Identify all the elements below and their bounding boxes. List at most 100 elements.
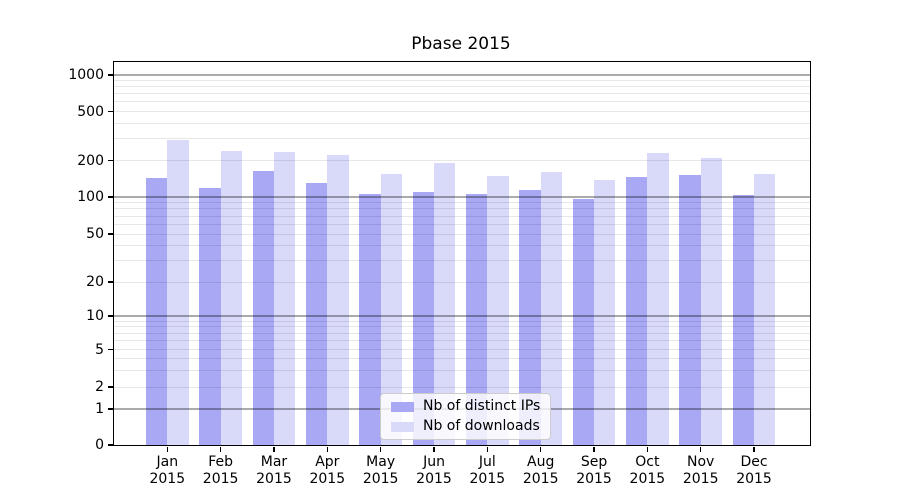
bar-downloads-oct xyxy=(647,152,669,445)
legend-item-downloads: Nb of downloads xyxy=(391,419,540,434)
bar-downloads-apr xyxy=(327,155,349,445)
y-gridline-minor xyxy=(114,80,810,82)
y-gridline-minor xyxy=(114,386,810,388)
bar-distinct-ips-oct xyxy=(626,176,648,445)
legend-swatch-distinct-ips xyxy=(391,401,414,412)
y-tick-label: 1000 xyxy=(68,67,104,83)
y-tick-mark xyxy=(107,233,113,235)
x-tick-label: May 2015 xyxy=(362,454,399,487)
bar-downloads-dec xyxy=(754,174,776,445)
bar-downloads-mar xyxy=(273,152,296,445)
y-gridline-major xyxy=(114,196,810,198)
bar-downloads-feb xyxy=(220,151,242,445)
legend-swatch-downloads xyxy=(391,421,414,432)
bar-distinct-ips-may xyxy=(359,193,381,445)
y-tick-mark xyxy=(107,281,113,283)
bar-distinct-ips-dec xyxy=(732,194,755,445)
y-tick-label: 0 xyxy=(95,437,104,453)
bars-layer xyxy=(114,62,810,445)
y-gridline-minor xyxy=(114,332,810,334)
y-gridline-minor xyxy=(114,215,810,217)
bar-distinct-ips-aug xyxy=(519,190,541,445)
y-tick-label: 500 xyxy=(77,103,104,120)
y-tick-mark xyxy=(107,196,113,198)
bar-distinct-ips-jul xyxy=(466,194,488,445)
y-gridline-minor xyxy=(114,281,810,283)
legend: Nb of distinct IPs Nb of downloads xyxy=(380,393,552,440)
x-tick-label: Apr 2015 xyxy=(309,454,346,487)
y-tick-label: 1 xyxy=(95,401,104,417)
y-tick-label: 10 xyxy=(86,308,104,324)
y-gridline-minor xyxy=(114,202,810,204)
y-tick-label: 100 xyxy=(77,189,104,205)
x-tick-mark xyxy=(326,446,329,452)
y-tick-mark xyxy=(107,110,113,113)
y-tick-label: 200 xyxy=(77,152,104,169)
y-gridline-minor xyxy=(114,138,810,140)
x-tick-mark xyxy=(219,446,222,452)
x-tick-mark xyxy=(166,446,169,452)
x-tick-label: Jan 2015 xyxy=(149,454,186,487)
bar-downloads-jan xyxy=(167,140,189,445)
legend-label-downloads: Nb of downloads xyxy=(423,418,540,434)
y-gridline-minor xyxy=(114,111,810,112)
x-tick-label: Oct 2015 xyxy=(629,454,666,487)
x-tick-mark xyxy=(379,446,382,452)
y-tick-mark xyxy=(107,348,113,351)
y-gridline-minor xyxy=(114,93,810,95)
x-tick-mark xyxy=(486,446,489,452)
x-tick-mark xyxy=(699,446,702,452)
x-tick-label: Nov 2015 xyxy=(682,454,719,487)
y-gridline-major xyxy=(114,315,810,317)
bar-downloads-aug xyxy=(540,171,562,445)
y-gridline-minor xyxy=(114,349,810,350)
x-tick-mark xyxy=(273,446,275,452)
x-tick-label: Mar 2015 xyxy=(256,454,292,487)
bar-distinct-ips-sep xyxy=(572,199,595,445)
y-gridline-minor xyxy=(114,358,810,360)
bar-distinct-ips-apr xyxy=(306,182,328,445)
bar-downloads-nov xyxy=(700,157,722,445)
y-tick-mark xyxy=(107,74,113,76)
x-tick-mark xyxy=(593,446,595,452)
bar-distinct-ips-jan xyxy=(146,177,168,445)
y-gridline-major xyxy=(114,74,810,76)
x-tick-label: Sep 2015 xyxy=(576,454,612,487)
x-tick-label: Jun 2015 xyxy=(416,454,452,487)
bar-downloads-jul xyxy=(487,176,509,445)
y-gridline-minor xyxy=(114,340,810,342)
bar-downloads-sep xyxy=(594,180,616,445)
bar-distinct-ips-feb xyxy=(199,188,221,445)
x-tick-mark xyxy=(433,446,435,452)
y-gridline-minor xyxy=(114,233,810,235)
y-tick-label: 20 xyxy=(86,274,104,290)
y-tick-mark xyxy=(107,444,113,446)
bar-distinct-ips-mar xyxy=(252,171,274,445)
y-gridline-minor xyxy=(114,369,810,371)
bar-distinct-ips-jun xyxy=(412,191,434,445)
y-gridline-minor xyxy=(114,260,810,262)
x-tick-label: Feb 2015 xyxy=(202,454,239,487)
y-gridline-minor xyxy=(114,122,810,124)
y-gridline-minor xyxy=(114,320,810,322)
x-tick-label: Dec 2015 xyxy=(736,454,772,487)
legend-item-distinct-ips: Nb of distinct IPs xyxy=(391,399,540,414)
bar-downloads-may xyxy=(380,173,402,445)
x-tick-label: Jul 2015 xyxy=(469,454,506,487)
y-tick-mark xyxy=(107,159,113,162)
y-gridline-minor xyxy=(114,160,810,161)
y-gridline-minor xyxy=(114,326,810,328)
legend-label-distinct-ips: Nb of distinct IPs xyxy=(423,398,541,414)
x-tick-mark xyxy=(539,446,542,452)
chart-title: Pbase 2015 xyxy=(411,34,511,54)
bar-downloads-jun xyxy=(434,163,456,445)
y-tick-mark xyxy=(107,386,113,388)
y-gridline-minor xyxy=(114,101,810,103)
y-tick-label: 5 xyxy=(95,341,104,358)
y-gridline-minor xyxy=(114,86,810,88)
plot-area: 0 1 2 5 10 20 50 100 200 500 1000 Jan 2015 Feb 2015 M… xyxy=(68,61,811,487)
bar-distinct-ips-nov xyxy=(679,174,701,445)
y-tick-label: 50 xyxy=(86,226,104,242)
y-tick-mark xyxy=(107,315,113,317)
